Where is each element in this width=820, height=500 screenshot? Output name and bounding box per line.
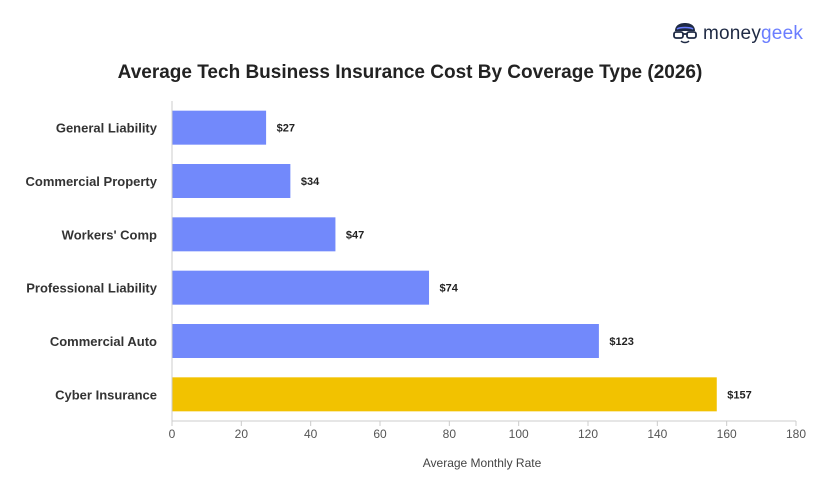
x-tick-label: 180: [786, 427, 806, 441]
x-tick-label: 0: [169, 427, 176, 441]
x-tick-label: 160: [717, 427, 737, 441]
category-label: Commercial Property: [26, 174, 158, 189]
x-axis-title: Average Monthly Rate: [423, 456, 542, 470]
chart-title: Average Tech Business Insurance Cost By …: [117, 62, 703, 83]
bar: [172, 324, 599, 358]
category-label: General Liability: [56, 121, 158, 136]
bar: [172, 164, 291, 198]
x-tick-label: 140: [647, 427, 667, 441]
category-label: Professional Liability: [26, 281, 158, 296]
category-label: Commercial Auto: [50, 334, 157, 349]
x-tick-label: 80: [443, 427, 457, 441]
bar: [172, 217, 336, 252]
brand-name-geek: geek: [761, 22, 804, 44]
bar: [172, 110, 267, 145]
bar: [172, 270, 430, 305]
data-label: $27: [277, 123, 295, 135]
bar: [172, 377, 717, 412]
category-label: Workers' Comp: [62, 227, 157, 242]
data-label: $123: [609, 336, 633, 348]
glasses-face-icon: [673, 23, 697, 44]
brand-name: moneygeek: [703, 24, 803, 43]
brand-name-money: money: [703, 22, 762, 44]
x-tick-label: 40: [304, 427, 318, 441]
x-tick-label: 100: [509, 427, 529, 441]
brand-logo: moneygeek: [672, 20, 803, 46]
data-label: $74: [440, 283, 459, 295]
data-label: $157: [727, 389, 751, 401]
category-label: Cyber Insurance: [55, 387, 157, 402]
data-label: $47: [346, 229, 364, 241]
x-tick-label: 120: [578, 427, 598, 441]
x-tick-label: 60: [373, 427, 387, 441]
data-label: $34: [301, 176, 320, 188]
x-tick-label: 20: [235, 427, 249, 441]
